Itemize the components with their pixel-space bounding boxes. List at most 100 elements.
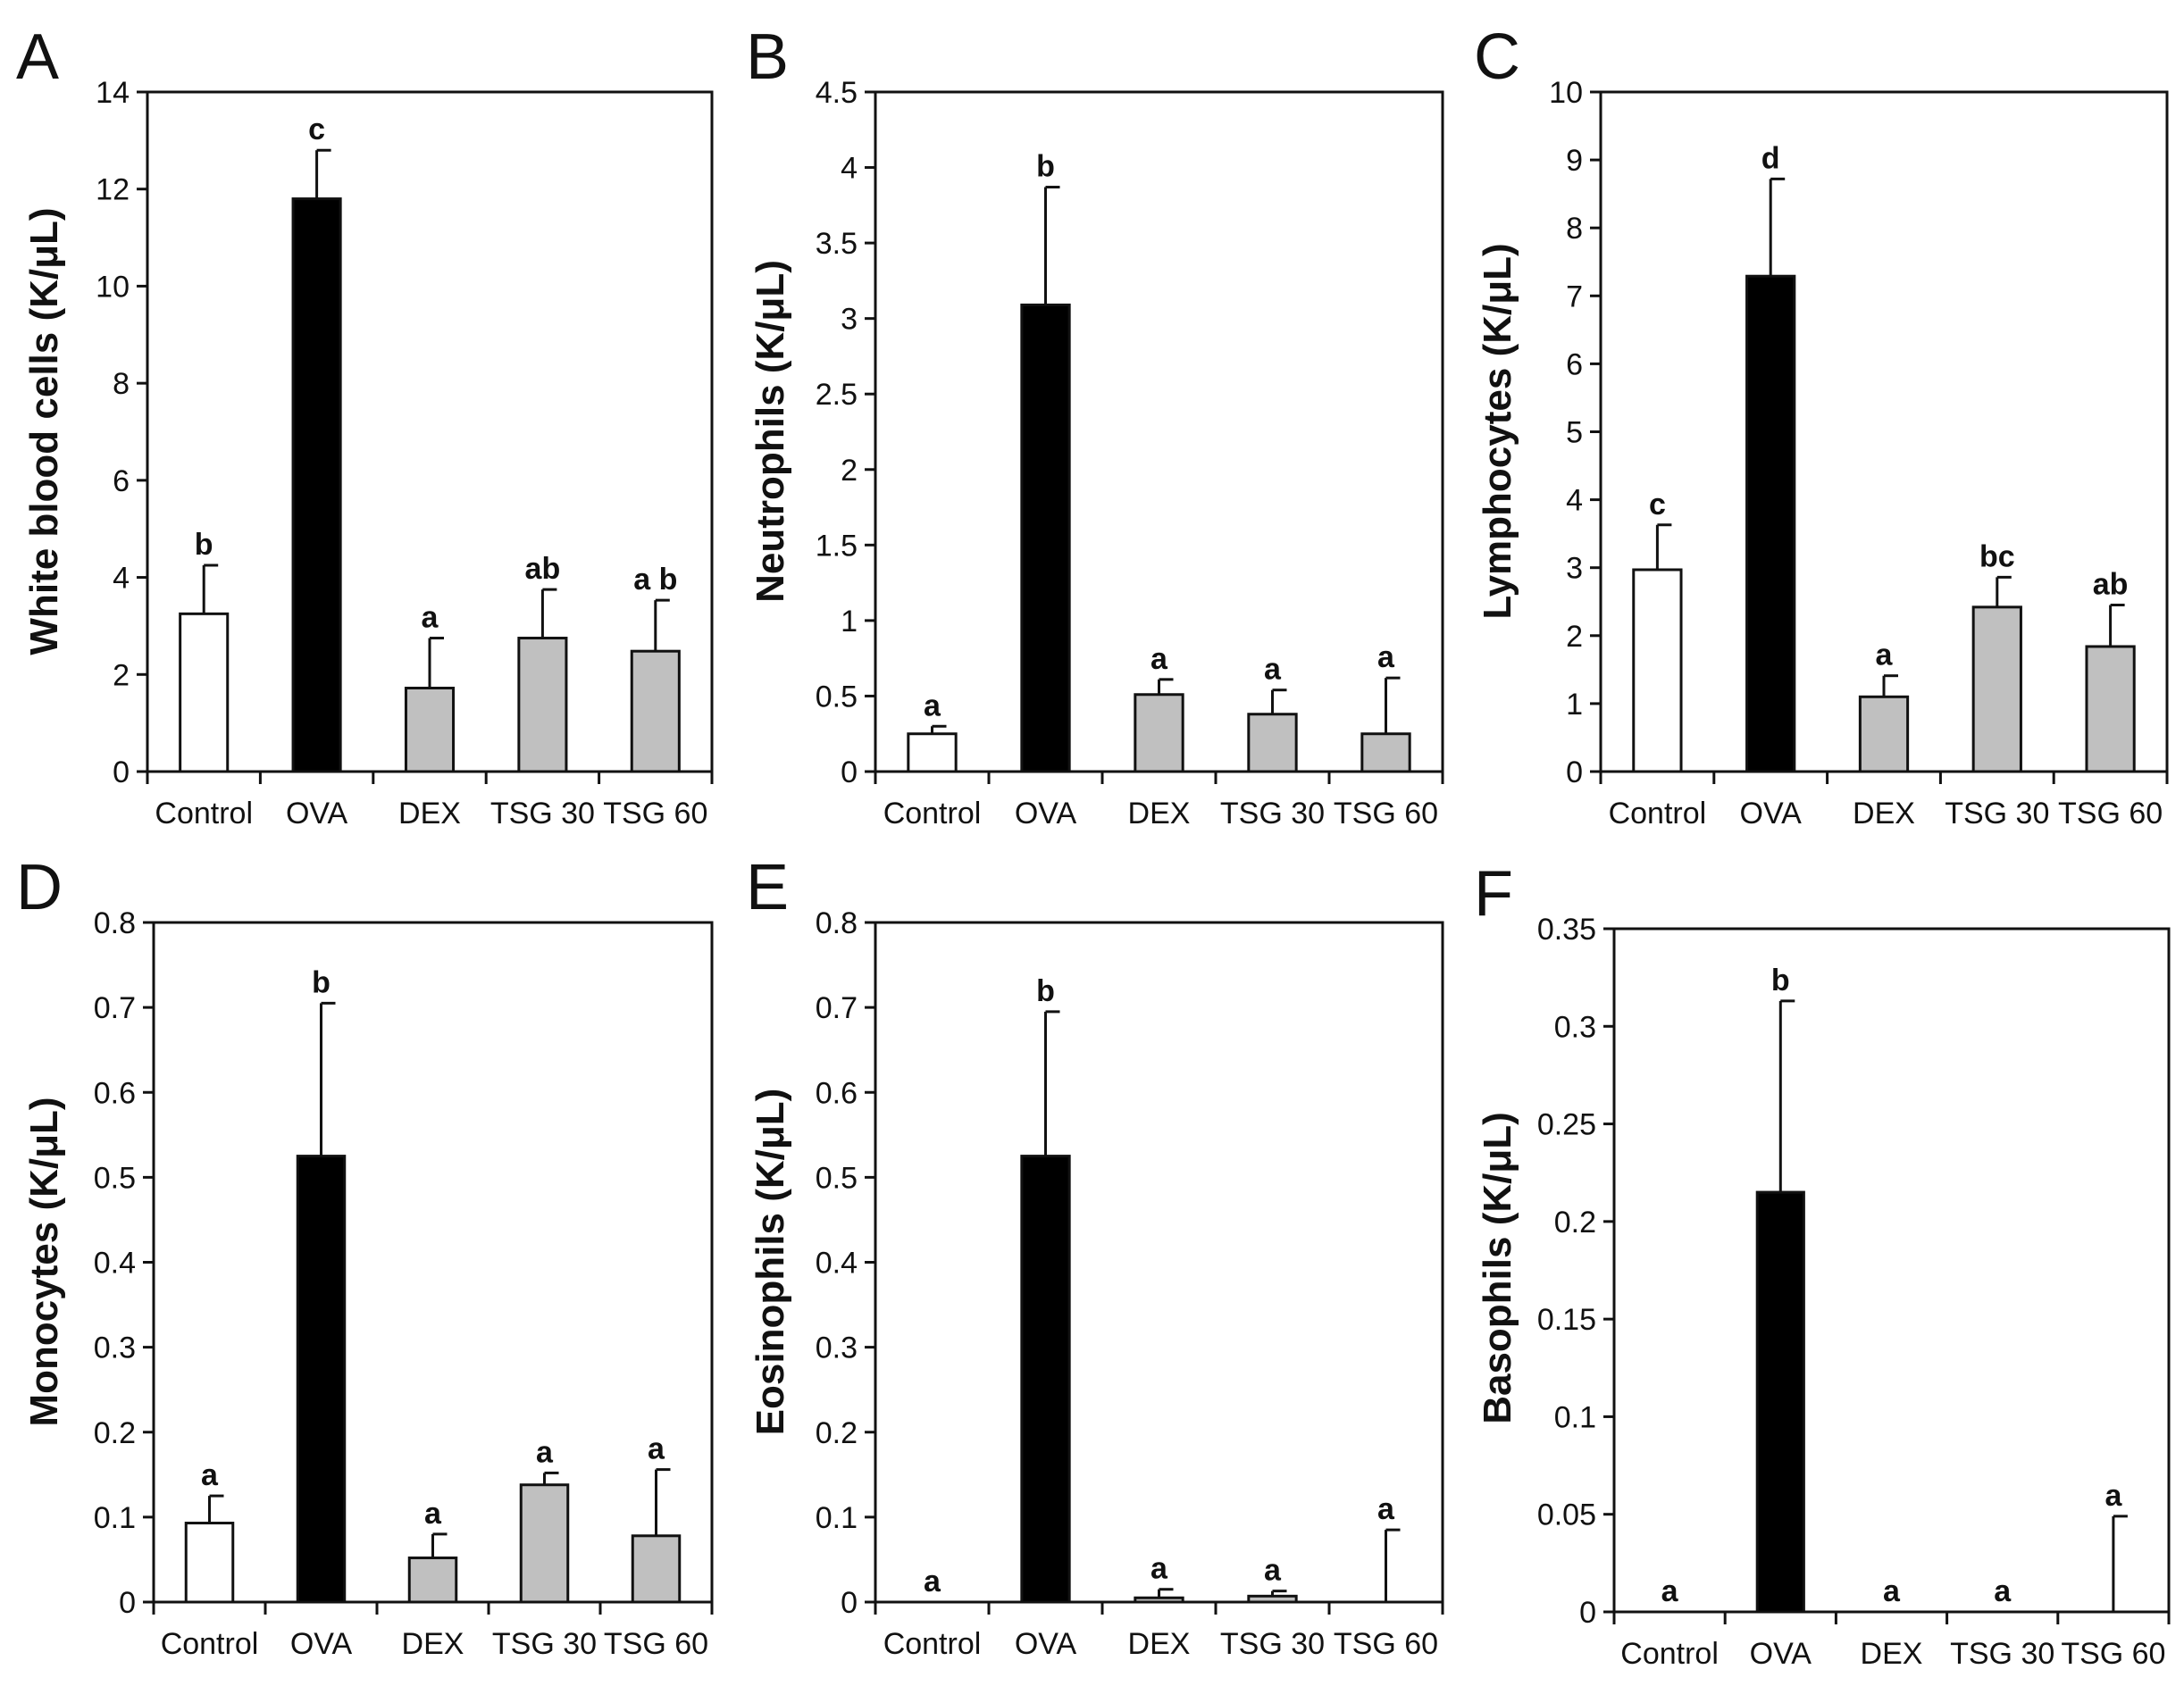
panel-letter: E: [746, 852, 789, 923]
y-tick-label: 0: [113, 755, 130, 789]
bar-ova: [296, 1155, 347, 1604]
x-category-label: TSG 60: [603, 797, 707, 830]
plot-frame: [874, 921, 1444, 1604]
y-tick-label: 0.6: [94, 1076, 136, 1110]
panel-letter: C: [1474, 21, 1520, 93]
y-tick-label: 0.2: [816, 1416, 858, 1450]
bar-tsg-30: [1971, 605, 2022, 773]
bar-ova: [1020, 1155, 1071, 1604]
y-axis-title: Neutrophils (K/μL): [749, 260, 792, 603]
y-tick-label: 0.5: [816, 1161, 858, 1195]
y-tick-label: 6: [113, 464, 130, 498]
bar-ova: [1745, 274, 1796, 773]
y-tick-label: 2: [1566, 620, 1583, 654]
y-tick-label: 0: [841, 1586, 858, 1620]
y-tick-label: 3: [1566, 552, 1583, 586]
significance-label: a: [1377, 1492, 1395, 1526]
significance-label: b: [312, 965, 331, 999]
bar-dex: [1134, 1596, 1184, 1604]
y-tick-label: 0.2: [1554, 1206, 1596, 1239]
significance-label: a: [1151, 1552, 1168, 1586]
significance-label: bc: [1979, 539, 2015, 573]
y-tick-label: 6: [1566, 347, 1583, 381]
y-tick-label: 3.5: [816, 227, 858, 261]
y-tick-label: 5: [1566, 416, 1583, 450]
panel-letter: A: [16, 21, 59, 93]
x-category-label: DEX: [1128, 1627, 1191, 1661]
significance-label: a: [1264, 1554, 1282, 1588]
y-tick-label: 0.1: [1554, 1400, 1596, 1434]
significance-label: b: [1771, 964, 1790, 997]
x-category-label: TSG 60: [2061, 1637, 2165, 1671]
x-category-label: Control: [161, 1627, 259, 1661]
significance-label: d: [1761, 141, 1780, 175]
significance-label: a: [1994, 1574, 2012, 1608]
bar-tsg-30: [517, 637, 568, 773]
x-category-label: Control: [883, 1627, 982, 1661]
chart-panel-a: A 0 2 4 6 8 10 12 14 White blood cells (K/μL) b Con…: [16, 21, 714, 830]
significance-label: a: [1876, 639, 1894, 672]
significance-label: a: [924, 1565, 941, 1598]
significance-label: a: [422, 601, 439, 635]
bar-tsg-30: [1247, 713, 1298, 773]
significance-label: a: [1151, 642, 1168, 676]
x-category-label: OVA: [1740, 797, 1803, 830]
bar-ova: [1020, 303, 1071, 773]
y-tick-label: 0: [1566, 755, 1583, 789]
significance-label: a: [201, 1458, 219, 1492]
y-tick-label: 0: [119, 1586, 136, 1620]
significance-label: a: [1661, 1574, 1679, 1608]
y-tick-label: 8: [113, 367, 130, 401]
significance-label: a: [648, 1432, 665, 1466]
panel-letter: B: [746, 21, 789, 93]
y-tick-label: 0.05: [1537, 1498, 1596, 1532]
y-tick-label: 1: [1566, 688, 1583, 722]
significance-label: ab: [2093, 568, 2129, 602]
y-axis-title: Eosinophils (K/μL): [749, 1089, 792, 1436]
y-tick-label: 0.7: [94, 991, 136, 1025]
y-tick-label: 14: [96, 76, 130, 110]
y-tick-label: 0.3: [94, 1331, 136, 1365]
x-category-label: OVA: [1750, 1637, 1812, 1671]
y-tick-label: 2: [113, 658, 130, 692]
bar-tsg-60: [1360, 732, 1411, 773]
y-tick-label: 0.8: [816, 906, 858, 940]
x-category-label: OVA: [1015, 797, 1077, 830]
y-tick-label: 12: [96, 173, 130, 207]
bar-dex: [1134, 693, 1184, 773]
y-axis-title: Lymphocytes (K/μL): [1476, 243, 1519, 619]
bar-control: [184, 1522, 235, 1604]
x-category-label: Control: [883, 797, 982, 830]
x-category-label: TSG 30: [1950, 1637, 2054, 1671]
panel-letter: D: [16, 852, 63, 923]
significance-label: c: [1649, 488, 1666, 522]
x-category-label: TSG 30: [1945, 797, 2049, 830]
y-tick-label: 9: [1566, 144, 1583, 178]
significance-label: a: [424, 1497, 442, 1531]
x-category-label: DEX: [1861, 1637, 1923, 1671]
x-category-label: TSG 60: [2058, 797, 2163, 830]
bar-tsg-30: [1247, 1594, 1298, 1604]
y-tick-label: 4.5: [816, 76, 858, 110]
bar-ova: [291, 197, 342, 773]
y-tick-label: 0: [841, 755, 858, 789]
y-tick-label: 2: [841, 454, 858, 488]
bar-tsg-60: [2085, 645, 2136, 773]
x-category-label: TSG 30: [490, 797, 595, 830]
chart-panel-b: B 0 0.5 1 1.5 2 2.5 3 3.5 4 4.5 Neutrophils (K/μL) a…: [746, 21, 1444, 830]
significance-label: a: [1377, 640, 1395, 674]
significance-label: c: [308, 113, 325, 146]
y-tick-label: 0.4: [94, 1247, 136, 1281]
y-tick-label: 0.35: [1537, 913, 1596, 947]
bar-tsg-60: [630, 649, 681, 773]
x-category-label: Control: [1609, 797, 1707, 830]
bar-control: [907, 732, 958, 773]
y-tick-label: 0.5: [94, 1161, 136, 1195]
y-tick-label: 1: [841, 605, 858, 639]
chart-panel-c: C 0 1 2 3 4 5 6 7 8 9 10 Lymphocytes (K/μL) c Control d…: [1474, 21, 2169, 830]
x-category-label: DEX: [1128, 797, 1191, 830]
y-tick-label: 0.3: [816, 1331, 858, 1365]
bar-dex: [407, 1557, 458, 1604]
